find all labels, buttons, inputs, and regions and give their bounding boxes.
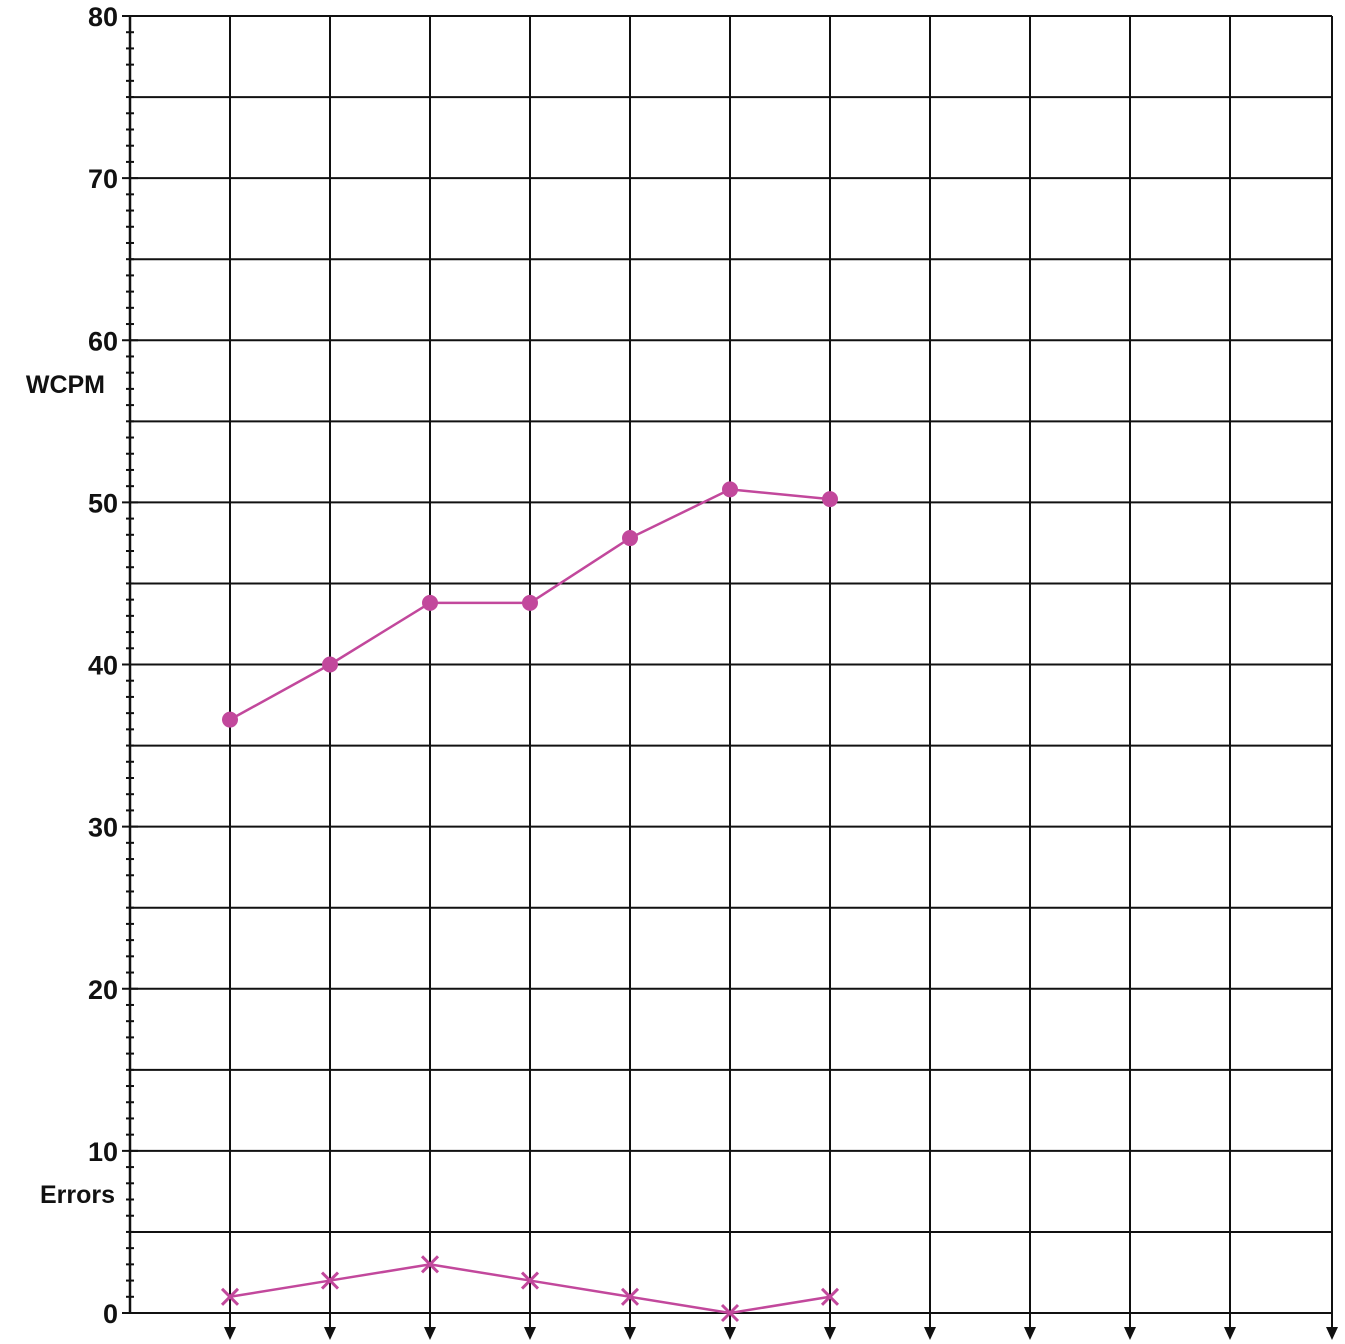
wcpm-point	[222, 711, 238, 728]
wcpm-point	[722, 481, 738, 498]
down-arrow	[1326, 1327, 1338, 1340]
errors-point	[620, 1287, 640, 1306]
down-arrow	[724, 1327, 736, 1340]
y-axis-title: WCPM	[26, 371, 105, 399]
down-arrow	[324, 1327, 336, 1340]
wcpm-point	[422, 594, 438, 611]
x-marker-stroke	[720, 1303, 740, 1323]
errors-point	[420, 1255, 440, 1274]
errors-point	[320, 1271, 340, 1290]
down-arrow	[824, 1327, 836, 1340]
down-arrow	[924, 1327, 936, 1340]
series	[220, 481, 840, 1323]
x-marker-stroke	[320, 1271, 340, 1290]
x-marker-stroke	[820, 1287, 840, 1306]
x-marker-stroke	[220, 1287, 240, 1306]
wcpm-point	[522, 594, 538, 611]
errors-point	[520, 1271, 540, 1290]
errors-point	[720, 1303, 740, 1323]
down-arrow	[624, 1327, 636, 1340]
down-arrow	[1124, 1327, 1136, 1340]
x-marker-stroke	[520, 1271, 540, 1290]
y-tick-label: 10	[88, 1137, 118, 1167]
down-arrow	[1024, 1327, 1036, 1340]
y-tick-label: 40	[88, 651, 118, 681]
y-tick-label: 70	[88, 164, 118, 194]
y-axis: 0 10 20 30 40 50 60 70 80	[88, 2, 138, 1329]
wcpm-point	[822, 491, 838, 508]
y-tick-label: 60	[88, 326, 118, 356]
down-arrow	[224, 1327, 236, 1340]
y-tick-label: 50	[88, 488, 118, 518]
errors-point	[820, 1287, 840, 1306]
wcpm-point	[622, 530, 638, 547]
wcpm-point	[322, 656, 338, 673]
down-arrow	[424, 1327, 436, 1340]
x-marker-stroke	[420, 1255, 440, 1274]
y-tick-label: 0	[103, 1299, 118, 1329]
errors-point	[220, 1287, 240, 1306]
y-tick-label: 30	[88, 813, 118, 843]
y-tick-label: 20	[88, 975, 118, 1005]
y-tick-label: 80	[88, 2, 118, 32]
errors-axis-title: Errors	[40, 1181, 115, 1209]
down-arrow	[524, 1327, 536, 1340]
grid	[128, 15, 1338, 1340]
x-marker-stroke	[620, 1287, 640, 1306]
down-arrow	[1224, 1327, 1236, 1340]
